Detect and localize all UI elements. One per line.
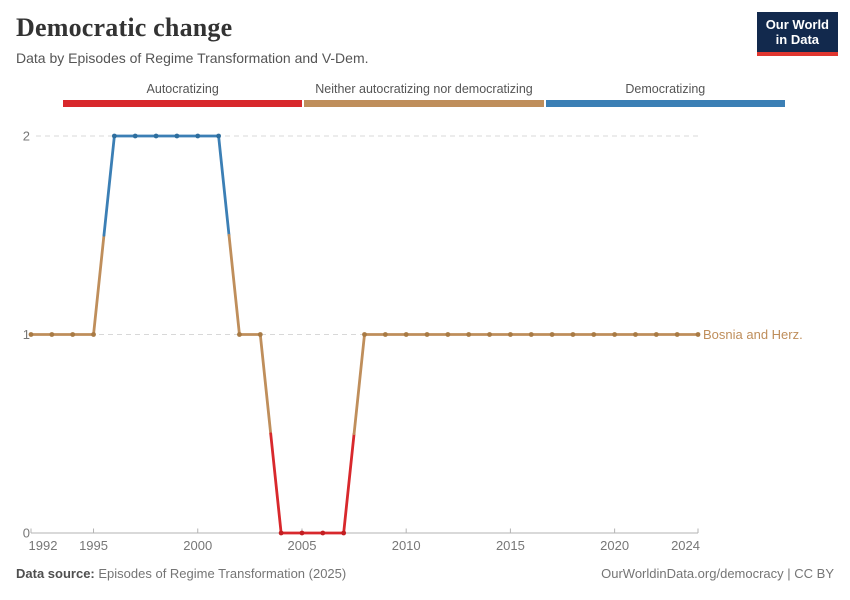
logo-line-1: Our World [765, 17, 829, 32]
data-point[interactable] [257, 332, 263, 337]
data-point[interactable] [653, 332, 659, 337]
data-source-value[interactable]: Episodes of Regime Transformation (2025) [98, 566, 347, 581]
data-point[interactable] [570, 332, 576, 337]
x-tick-label: 1995 [79, 538, 108, 553]
logo-line-2: in Data [775, 32, 820, 47]
data-point[interactable] [695, 332, 701, 337]
line-segment [102, 134, 116, 237]
line-segment [227, 233, 241, 336]
data-point[interactable] [612, 332, 618, 337]
series-label: Bosnia and Herz. [703, 327, 803, 342]
data-point[interactable] [111, 133, 117, 139]
line-segment [342, 432, 356, 535]
data-point[interactable] [341, 530, 347, 536]
legend-item-neither: Neither autocratizing nor democratizing [304, 82, 544, 107]
data-point[interactable] [174, 133, 180, 139]
data-point[interactable] [216, 133, 221, 139]
line-segment [217, 134, 231, 237]
legend-label: Autocratizing [146, 82, 219, 96]
data-point[interactable] [70, 332, 76, 337]
data-point[interactable] [633, 332, 638, 337]
line-segment [269, 432, 283, 535]
x-tick-label: 2024 [671, 538, 700, 553]
line-segment [258, 333, 273, 436]
legend-label: Neither autocratizing nor democratizing [315, 82, 533, 96]
y-tick-label: 0 [23, 526, 30, 541]
data-point[interactable] [674, 332, 680, 337]
data-point[interactable] [528, 332, 534, 337]
episode-legend: Autocratizing Neither autocratizing nor … [63, 82, 785, 107]
gridlines-group [36, 135, 698, 335]
page-title: Democratic change [16, 13, 233, 42]
data-point[interactable] [445, 332, 451, 337]
data-point[interactable] [549, 332, 555, 337]
y-tick-label: 1 [23, 327, 30, 342]
data-point[interactable] [382, 332, 388, 337]
x-tick-label: 2020 [600, 538, 629, 553]
owid-logo[interactable]: Our World in Data [756, 12, 838, 56]
data-point[interactable] [237, 332, 242, 337]
footer-citation-link[interactable]: OurWorldinData.org/democracy | CC BY [601, 566, 834, 581]
data-point[interactable] [28, 332, 34, 337]
y-axis-labels-group: 0 1 2 [23, 129, 30, 541]
data-point[interactable] [299, 530, 305, 536]
data-point[interactable] [49, 332, 55, 337]
series-line-bosnia-and-herz[interactable] [28, 133, 701, 536]
legend-item-democratizing: Democratizing [545, 82, 785, 107]
data-source-label: Data source: [16, 566, 95, 581]
x-tick-label: 2000 [183, 538, 212, 553]
data-point[interactable] [403, 332, 409, 337]
legend-label: Democratizing [625, 82, 706, 96]
legend-item-autocratizing: Autocratizing [63, 82, 303, 107]
data-point[interactable] [362, 332, 367, 337]
x-tick-label: 1992 [29, 538, 58, 553]
data-point[interactable] [508, 332, 513, 337]
y-tick-label: 2 [23, 129, 30, 144]
data-point[interactable] [487, 332, 492, 337]
data-point[interactable] [424, 332, 430, 337]
x-tick-label: 2005 [288, 538, 317, 553]
line-segment [352, 333, 366, 436]
legend-color-bar [63, 100, 303, 107]
data-point[interactable] [153, 133, 159, 139]
legend-color-bar [545, 100, 785, 107]
legend-color-bar [304, 100, 544, 107]
data-point[interactable] [591, 332, 597, 337]
data-point[interactable] [320, 530, 326, 536]
x-tick-label: 2015 [496, 538, 525, 553]
data-point[interactable] [132, 133, 138, 139]
data-point[interactable] [466, 332, 472, 337]
data-source-line: Data source: Episodes of Regime Transfor… [16, 566, 346, 581]
data-point[interactable] [278, 530, 284, 536]
data-point[interactable] [91, 332, 96, 337]
x-axis-group: 1992 1995 2000 2005 2010 2015 2020 2024 [29, 528, 700, 553]
x-tick-label: 2010 [392, 538, 421, 553]
data-point[interactable] [195, 133, 201, 139]
line-segment [92, 233, 106, 336]
page-subtitle: Data by Episodes of Regime Transformatio… [16, 50, 369, 66]
